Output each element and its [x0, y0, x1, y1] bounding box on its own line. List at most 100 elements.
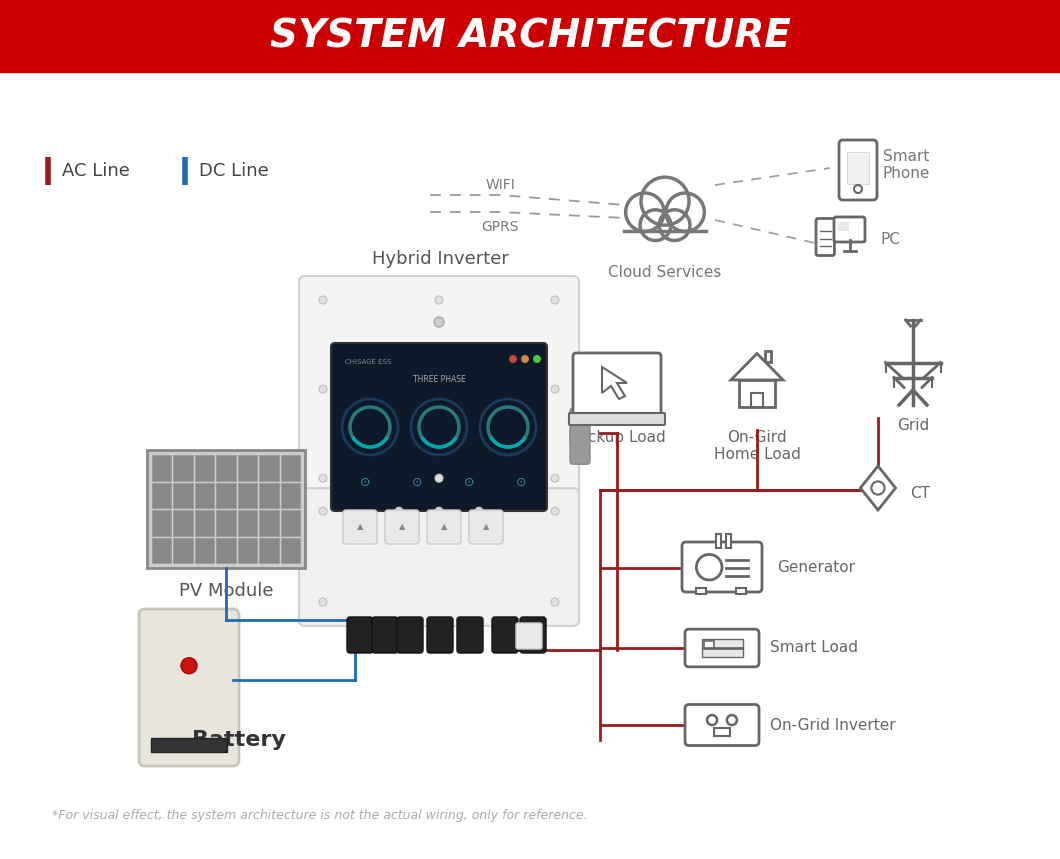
Text: SYSTEM ARCHITECTURE: SYSTEM ARCHITECTURE	[269, 17, 791, 55]
Bar	[259, 483, 279, 508]
Bar	[216, 538, 235, 563]
Bar	[152, 510, 172, 535]
Circle shape	[666, 193, 704, 231]
Circle shape	[641, 177, 689, 225]
Circle shape	[319, 474, 326, 482]
FancyBboxPatch shape	[139, 609, 238, 766]
Circle shape	[551, 296, 559, 304]
Bar	[259, 510, 279, 535]
Circle shape	[435, 296, 443, 304]
Bar	[152, 538, 172, 563]
FancyBboxPatch shape	[516, 623, 542, 649]
Bar	[281, 455, 300, 480]
Text: Smart Load: Smart Load	[770, 641, 858, 655]
Bar	[237, 483, 258, 508]
FancyBboxPatch shape	[840, 140, 877, 200]
Circle shape	[640, 210, 671, 241]
FancyBboxPatch shape	[685, 629, 759, 667]
Polygon shape	[861, 466, 896, 510]
Text: ▲: ▲	[482, 522, 490, 532]
Bar	[174, 455, 193, 480]
Circle shape	[509, 355, 517, 363]
Circle shape	[854, 185, 862, 193]
FancyBboxPatch shape	[427, 617, 453, 653]
Bar	[216, 510, 235, 535]
Text: Battery: Battery	[192, 730, 286, 750]
Bar	[0, 0, 1060, 72]
Text: CHISAGE ESS: CHISAGE ESS	[344, 359, 391, 365]
Text: Hybrid Inverter: Hybrid Inverter	[372, 250, 509, 268]
Text: CT: CT	[909, 485, 930, 501]
Text: ▲: ▲	[357, 522, 364, 532]
Circle shape	[551, 598, 559, 606]
Bar	[174, 483, 193, 508]
Text: DC Line: DC Line	[199, 162, 269, 180]
FancyBboxPatch shape	[492, 617, 518, 653]
Circle shape	[533, 355, 541, 363]
FancyBboxPatch shape	[816, 218, 834, 255]
Text: Grid: Grid	[897, 418, 930, 433]
Bar	[726, 534, 730, 548]
Circle shape	[707, 715, 718, 725]
FancyBboxPatch shape	[299, 276, 579, 503]
Bar	[281, 510, 300, 535]
Circle shape	[434, 317, 444, 327]
FancyBboxPatch shape	[834, 217, 865, 242]
Bar	[696, 588, 706, 594]
Text: ⊙: ⊙	[464, 476, 474, 489]
FancyBboxPatch shape	[398, 617, 423, 653]
Bar	[152, 483, 172, 508]
Bar	[716, 534, 721, 548]
Bar	[195, 455, 214, 480]
Circle shape	[625, 193, 664, 231]
FancyBboxPatch shape	[299, 488, 579, 626]
Bar	[151, 738, 227, 752]
Bar	[195, 510, 214, 535]
FancyBboxPatch shape	[573, 353, 661, 417]
FancyBboxPatch shape	[427, 510, 461, 544]
Circle shape	[871, 481, 885, 495]
Bar	[702, 639, 743, 657]
Bar	[739, 380, 776, 407]
FancyBboxPatch shape	[343, 510, 377, 544]
Circle shape	[659, 210, 690, 241]
FancyBboxPatch shape	[682, 542, 762, 592]
FancyBboxPatch shape	[385, 510, 419, 544]
Bar	[216, 455, 235, 480]
Text: WIFI: WIFI	[485, 178, 515, 192]
Circle shape	[551, 474, 559, 482]
FancyBboxPatch shape	[347, 617, 373, 653]
Text: PC: PC	[880, 233, 900, 247]
FancyBboxPatch shape	[685, 704, 759, 746]
Bar	[174, 510, 193, 535]
Text: Backup Load: Backup Load	[568, 430, 666, 445]
Text: ▲: ▲	[399, 522, 405, 532]
Text: THREE PHASE: THREE PHASE	[412, 375, 465, 384]
Bar	[764, 350, 771, 362]
FancyBboxPatch shape	[469, 510, 503, 544]
Text: Cloud Services: Cloud Services	[608, 265, 722, 280]
Circle shape	[551, 385, 559, 393]
Bar	[147, 450, 305, 568]
FancyBboxPatch shape	[570, 408, 590, 464]
Text: Generator: Generator	[777, 561, 855, 576]
Bar	[838, 222, 849, 231]
Text: GPRS: GPRS	[481, 220, 518, 234]
FancyBboxPatch shape	[569, 413, 665, 425]
Bar	[752, 393, 763, 407]
Circle shape	[551, 507, 559, 515]
Bar	[281, 483, 300, 508]
Bar	[174, 538, 193, 563]
FancyBboxPatch shape	[457, 617, 483, 653]
Bar	[281, 538, 300, 563]
Circle shape	[522, 355, 529, 363]
FancyBboxPatch shape	[372, 617, 398, 653]
Text: ▲: ▲	[441, 522, 447, 532]
Text: PV Module: PV Module	[179, 582, 273, 600]
Circle shape	[727, 715, 737, 725]
Bar	[195, 538, 214, 563]
Bar	[847, 152, 869, 184]
Circle shape	[435, 507, 443, 515]
Bar	[237, 455, 258, 480]
FancyBboxPatch shape	[331, 343, 547, 511]
